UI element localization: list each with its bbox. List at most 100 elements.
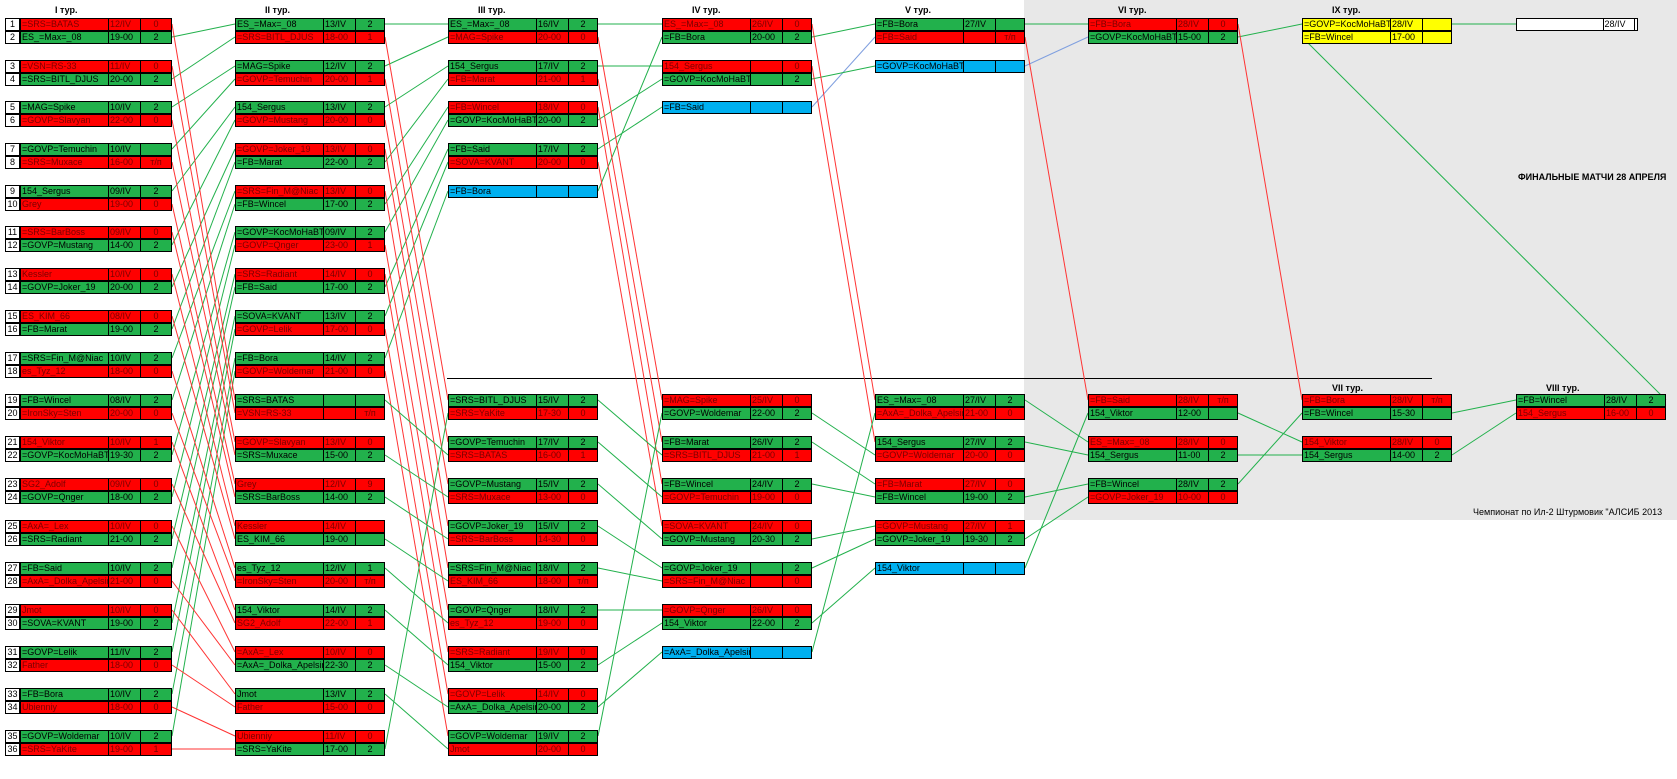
- match-score: 2: [153, 647, 159, 657]
- team-row: =MAG=Spike 25/IV 0: [662, 394, 812, 407]
- team-name: =FB=Said: [21, 563, 109, 574]
- team-name: 154_Sergus: [21, 186, 109, 197]
- team-row: =GOVP=Lelik 17-00 0: [235, 323, 385, 336]
- match-date: 20-00: [324, 576, 356, 587]
- seed-number: 17: [5, 352, 20, 365]
- team-name: =FB=Wincel: [449, 102, 537, 113]
- bracket-link: [384, 609, 449, 666]
- match-score: 0: [367, 186, 373, 196]
- team-name: =MAG=Spike: [663, 395, 751, 406]
- team-name: 154_Viktor: [449, 660, 537, 671]
- match-date: 17-30: [537, 408, 569, 419]
- match-date: 16-00: [1605, 408, 1637, 419]
- seed-number: 13: [5, 268, 20, 281]
- team-name: Grey: [236, 479, 324, 490]
- team-name: =SRS=Radiant: [21, 534, 109, 545]
- match-score: 2: [1007, 395, 1013, 405]
- team-name: =FB=Bora: [21, 689, 109, 700]
- match-score: 2: [367, 61, 373, 71]
- match-score: 2: [153, 618, 159, 628]
- team-name: =MAG=Spike: [236, 61, 324, 72]
- team-name: es_Tyz_12: [21, 366, 109, 377]
- team-row: =FB=Wincel 08/IV 2: [20, 394, 172, 407]
- match-score: 2: [1220, 450, 1226, 460]
- seed-number: 36: [5, 743, 20, 756]
- team-name: =VSN=RS-33: [21, 61, 109, 72]
- team-name: =GOVP=KocMoHaBT: [1090, 32, 1177, 43]
- team-name: =GOVP=Joker_19: [21, 282, 109, 293]
- match-date: 22-00: [324, 157, 356, 168]
- match-score: 2: [794, 479, 800, 489]
- team-name: ES_KIM_66: [236, 534, 324, 545]
- team-row: =SRS=Muxace 13-00 0: [448, 491, 598, 504]
- match-date: [751, 647, 783, 658]
- team-row: ES_KIM_66 18-00 т/п: [448, 575, 598, 588]
- team-name: Father: [21, 660, 109, 671]
- match-date: 14-30: [537, 534, 569, 545]
- team-row: =SRS=BATAS 16-00 1: [448, 449, 598, 462]
- match-date: [751, 102, 783, 113]
- team-name: =GOVP=Lelik: [236, 324, 324, 335]
- match-score: 2: [580, 395, 586, 405]
- team-name: 154_Viktor: [21, 437, 109, 448]
- seed-number: 14: [5, 281, 20, 294]
- match-score: 1: [367, 240, 373, 250]
- team-name: ES_KIM_66: [449, 576, 537, 587]
- bracket-divider: [447, 378, 1432, 379]
- team-row: =FB=Wincel 17-00: [1302, 31, 1452, 44]
- seed-number: 5: [5, 101, 20, 114]
- match-date: 28/IV: [1177, 395, 1209, 406]
- team-name: =FB=Wincel: [1517, 395, 1605, 406]
- team-name: =FB=Bora: [876, 19, 964, 30]
- bracket-link: [171, 244, 236, 498]
- seed-number: 4: [5, 73, 20, 86]
- bracket-link: [597, 567, 663, 582]
- team-row: =GOVP=Lelik 14/IV 0: [448, 688, 598, 701]
- team-name: =FB=Bora: [449, 186, 537, 197]
- team-row: =SRS=BarBoss 14-30 0: [448, 533, 598, 546]
- team-row: =FB=Bora 14/IV 2: [235, 352, 385, 365]
- bracket-link: [597, 36, 663, 401]
- team-row: Kessler 10/IV 0: [20, 268, 172, 281]
- match-date: 09/IV: [324, 227, 356, 238]
- match-date: 09/IV: [109, 186, 141, 197]
- team-row: =GOVP=KocMoHaBT 28/IV: [1302, 18, 1452, 31]
- team-row: =GOVP=Mustang 15/IV 2: [448, 478, 598, 491]
- match-score: 0: [153, 479, 159, 489]
- team-name: =FB=Said: [449, 144, 537, 155]
- team-name: =FB=Marat: [663, 437, 751, 448]
- match-score: 2: [367, 450, 373, 460]
- match-date: 20-00: [109, 74, 141, 85]
- team-name: 154_Viktor: [236, 605, 324, 616]
- match-date: 22-00: [751, 408, 783, 419]
- team-name: =SRS=BarBoss: [449, 534, 537, 545]
- bracket-link: [171, 273, 236, 540]
- match-score: 2: [153, 450, 159, 460]
- team-name: =GOVP=Temuchin: [236, 74, 324, 85]
- team-name: [1517, 19, 1604, 30]
- match-date: 08/IV: [109, 395, 141, 406]
- match-date: 17-00: [324, 324, 356, 335]
- team-row: =GOVP=Qnger 18-00 2: [20, 491, 172, 504]
- bracket-link: [1451, 399, 1517, 414]
- bracket-link: [384, 538, 449, 582]
- match-date: 15/IV: [537, 521, 569, 532]
- bracket-link: [384, 65, 449, 108]
- team-row: Ubienniy 18-00 0: [20, 701, 172, 714]
- seed-number: 31: [5, 646, 20, 659]
- bracket-link: [384, 119, 449, 485]
- match-score: 2: [1007, 492, 1013, 502]
- team-name: =GOVP=KocMoHaBT: [450, 115, 537, 126]
- match-date: 12/IV: [324, 61, 356, 72]
- bracket-link: [171, 370, 236, 569]
- match-score: 2: [367, 353, 373, 363]
- seed-number: 11: [5, 226, 20, 239]
- match-date: 15-30: [1391, 408, 1423, 419]
- team-row: =SRS=Muxace 15-00 2: [235, 449, 385, 462]
- match-score: т/п: [1431, 395, 1443, 405]
- match-date: 09/IV: [109, 227, 141, 238]
- team-name: 154_Viktor: [1303, 437, 1391, 448]
- seed-number: 25: [5, 520, 20, 533]
- match-score: 0: [153, 576, 159, 586]
- match-date: 25/IV: [751, 395, 783, 406]
